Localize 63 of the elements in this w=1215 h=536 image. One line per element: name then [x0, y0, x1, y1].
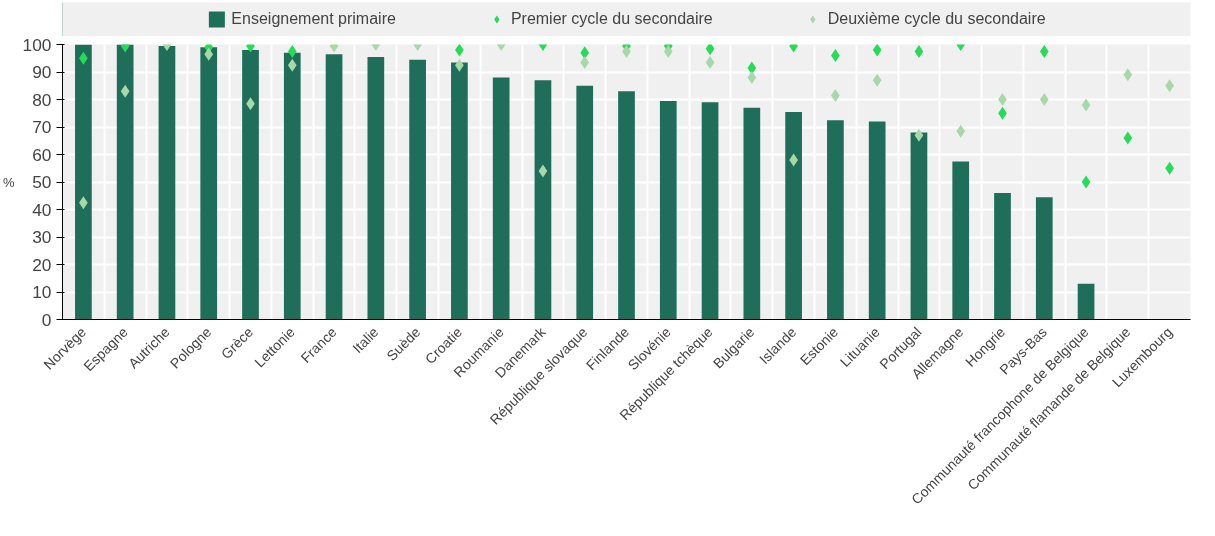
bar	[367, 56, 385, 320]
point	[120, 84, 130, 98]
y-axis-title: %	[3, 174, 16, 190]
point	[204, 47, 214, 61]
bar	[952, 161, 970, 320]
point	[1039, 93, 1049, 106]
point	[287, 58, 297, 72]
y-tick-label: 80	[32, 89, 52, 110]
point	[872, 44, 882, 57]
point	[580, 55, 590, 69]
point	[1123, 68, 1133, 82]
legend-label: Deuxième cycle du secondaire	[827, 10, 1046, 28]
bar	[785, 111, 802, 320]
bar	[910, 132, 928, 320]
bar	[1077, 283, 1095, 320]
bar	[576, 85, 594, 320]
point	[914, 44, 924, 58]
bar	[618, 91, 635, 320]
point	[705, 55, 715, 69]
bar	[701, 102, 719, 320]
bar	[283, 52, 301, 320]
point	[538, 164, 548, 178]
bar	[451, 62, 468, 320]
bar	[743, 107, 761, 320]
bar	[325, 54, 343, 320]
bar	[1035, 197, 1053, 320]
y-tick-label: 70	[32, 117, 52, 137]
y-tick-label: 90	[32, 62, 52, 82]
bar	[534, 80, 552, 320]
bar	[242, 50, 259, 320]
y-tick-label: 60	[32, 144, 52, 165]
y-tick-label: 40	[32, 199, 52, 220]
bar	[492, 77, 510, 320]
y-tick-label: 0	[41, 309, 52, 330]
point	[914, 128, 924, 142]
legend-label: Enseignement primaire	[231, 10, 396, 28]
point	[747, 71, 757, 84]
y-tick-label: 20	[32, 254, 52, 275]
point	[663, 44, 673, 58]
point	[747, 61, 757, 75]
bar	[994, 193, 1011, 320]
bar	[409, 59, 426, 320]
point	[705, 44, 715, 56]
legend-label: Premier cycle du secondaire	[510, 10, 713, 28]
bar	[659, 100, 677, 320]
y-tick-label: 100	[22, 34, 52, 55]
point	[580, 46, 590, 60]
point	[872, 73, 882, 87]
bar	[827, 120, 844, 320]
point	[1081, 175, 1091, 189]
point	[956, 124, 966, 138]
y-tick-label: 50	[32, 172, 52, 192]
bar	[158, 45, 176, 320]
point	[287, 44, 297, 58]
y-tick-label: 10	[32, 282, 52, 302]
y-tick-label: 30	[32, 227, 52, 247]
bar	[116, 44, 134, 320]
point	[1081, 98, 1091, 112]
bar	[200, 47, 218, 320]
bar	[75, 44, 92, 320]
point	[1123, 131, 1133, 145]
bar	[868, 121, 886, 320]
point	[1039, 44, 1049, 58]
